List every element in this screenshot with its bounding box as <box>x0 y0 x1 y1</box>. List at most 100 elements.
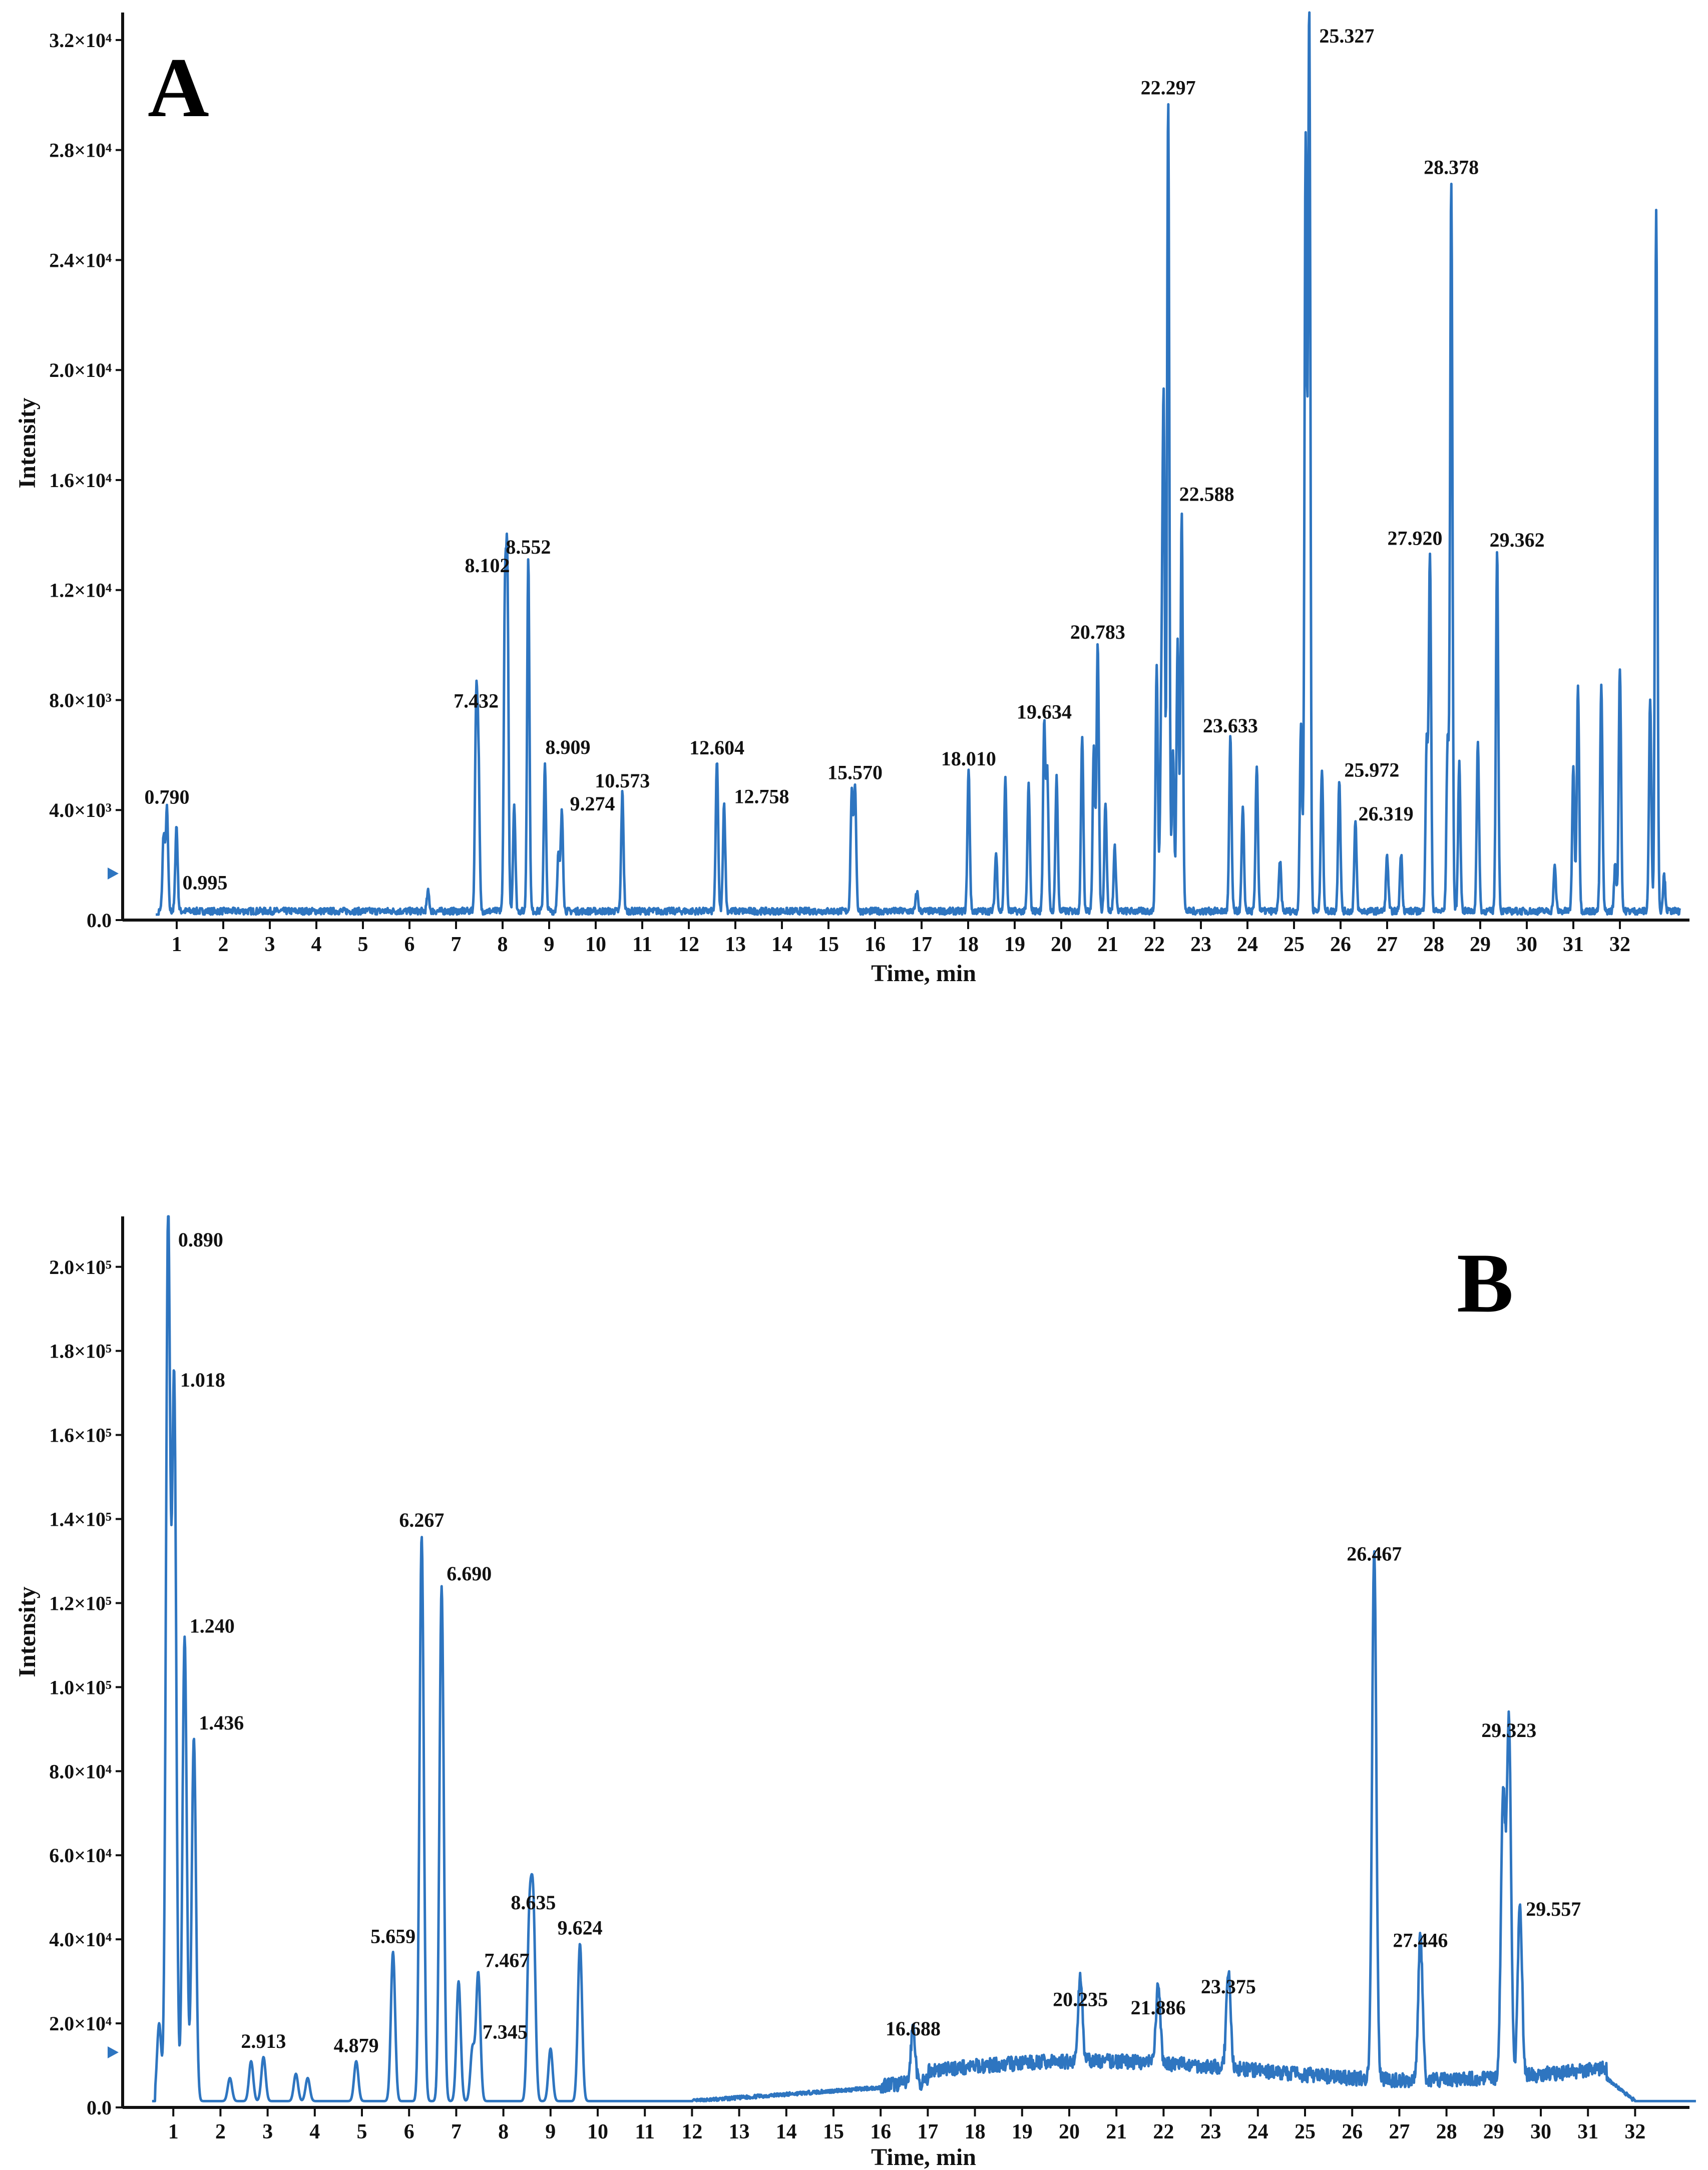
peak-label: 5.659 <box>370 1925 415 1947</box>
x-tick-label: 24 <box>1237 933 1258 956</box>
x-tick-label: 13 <box>729 2120 750 2143</box>
x-tick-label: 6 <box>404 933 415 956</box>
peak-label: 28.378 <box>1424 156 1479 179</box>
peak-label: 23.633 <box>1203 714 1258 737</box>
peak-label: 1.018 <box>180 1369 225 1391</box>
x-tick-label: 20 <box>1051 933 1072 956</box>
peak-label: 9.624 <box>558 1917 603 1939</box>
x-tick-label: 16 <box>870 2120 891 2143</box>
x-tick-label: 14 <box>771 933 792 956</box>
peak-label: 8.909 <box>546 736 591 758</box>
peak-label: 10.573 <box>595 769 650 792</box>
peak-label: 19.634 <box>1017 700 1072 723</box>
x-tick-label: 10 <box>587 2120 608 2143</box>
y-tick-label: 1.0×10⁵ <box>49 1676 112 1698</box>
y-tick-label: 8.0×10³ <box>49 689 112 711</box>
peak-label: 20.783 <box>1070 621 1125 643</box>
x-tick-label: 17 <box>911 933 932 956</box>
x-tick-label: 15 <box>823 2120 844 2143</box>
x-tick-label: 25 <box>1284 933 1305 956</box>
x-tick-label: 12 <box>678 933 699 956</box>
y-tick-label: 6.0×10⁴ <box>49 1844 112 1867</box>
x-tick-label: 20 <box>1059 2120 1080 2143</box>
peak-label: 8.635 <box>511 1891 556 1914</box>
peak-label: 27.446 <box>1393 1929 1448 1952</box>
axis-marker-icon <box>108 867 119 880</box>
peak-label: 26.319 <box>1359 802 1414 825</box>
y-tick-label: 0.0 <box>87 2096 112 2119</box>
x-tick-label: 25 <box>1295 2120 1316 2143</box>
y-tick-label: 1.2×10⁴ <box>49 579 112 602</box>
y-tick-label: 1.2×10⁵ <box>49 1592 112 1614</box>
peak-label: 21.886 <box>1131 1996 1186 2019</box>
peak-label: 8.552 <box>506 536 551 558</box>
peak-label: 16.688 <box>886 2017 941 2040</box>
peak-label: 6.267 <box>399 1509 444 1531</box>
x-tick-label: 12 <box>681 2120 702 2143</box>
panel-b-letter: B <box>1457 1236 1513 1330</box>
panel-a-letter: A <box>148 41 209 135</box>
x-tick-label: 7 <box>451 2120 462 2143</box>
x-tick-label: 6 <box>404 2120 414 2143</box>
x-tick-label: 4 <box>309 2120 320 2143</box>
x-tick-label: 1 <box>172 933 182 956</box>
peak-label: 29.557 <box>1526 1898 1581 1920</box>
peak-label: 1.240 <box>190 1615 235 1637</box>
peak-label: 0.790 <box>144 786 189 808</box>
x-tick-label: 32 <box>1609 933 1630 956</box>
x-tick-label: 22 <box>1144 933 1165 956</box>
x-tick-label: 28 <box>1436 2120 1457 2143</box>
peak-label: 2.913 <box>241 2030 286 2052</box>
x-tick-label: 26 <box>1330 933 1351 956</box>
chart-panel-a: A Intensity Time, min 1 2 3 4 5 6 7 8 9 10 11 12 13 1… <box>14 11 1689 987</box>
peak-label: 15.570 <box>827 761 883 783</box>
x-tick-label: 2 <box>218 933 229 956</box>
panel-a-ylabel: Intensity <box>14 397 41 488</box>
x-tick-label: 19 <box>1004 933 1025 956</box>
peak-label: 1.436 <box>199 1711 244 1734</box>
x-tick-label: 27 <box>1377 933 1398 956</box>
x-tick-label: 28 <box>1423 933 1444 956</box>
panel-b-ylabel: Intensity <box>14 1586 41 1677</box>
x-tick-label: 31 <box>1563 933 1584 956</box>
y-tick-label: 1.6×10⁴ <box>49 469 112 492</box>
peak-label: 6.690 <box>447 1562 492 1585</box>
y-tick-label: 2.8×10⁴ <box>49 139 112 162</box>
panel-b-xlabel: Time, min <box>871 2144 976 2170</box>
peak-label: 22.297 <box>1141 76 1196 99</box>
x-tick-label: 29 <box>1470 933 1491 956</box>
x-tick-label: 23 <box>1200 2120 1221 2143</box>
x-tick-label: 5 <box>358 933 368 956</box>
y-tick-label: 4.0×10⁴ <box>49 1928 112 1951</box>
peak-label: 26.467 <box>1347 1542 1402 1565</box>
y-tick-label: 3.2×10⁴ <box>49 29 112 52</box>
x-tick-label: 11 <box>632 933 652 956</box>
x-tick-label: 32 <box>1624 2120 1645 2143</box>
x-tick-label: 15 <box>818 933 839 956</box>
axis-marker-icon <box>108 2046 119 2058</box>
x-tick-label: 31 <box>1577 2120 1598 2143</box>
x-tick-label: 9 <box>544 933 555 956</box>
x-tick-label: 8 <box>498 933 508 956</box>
peak-label: 7.432 <box>454 689 499 712</box>
x-tick-label: 18 <box>965 2120 986 2143</box>
y-tick-label: 8.0×10⁴ <box>49 1760 112 1783</box>
y-tick-label: 2.0×10⁵ <box>49 1256 112 1278</box>
y-tick-label: 1.6×10⁵ <box>49 1424 112 1447</box>
x-tick-label: 27 <box>1389 2120 1410 2143</box>
y-tick-label: 2.0×10⁴ <box>49 2012 112 2035</box>
x-tick-label: 21 <box>1097 933 1118 956</box>
peak-label: 20.235 <box>1053 1988 1108 2010</box>
x-tick-label: 26 <box>1342 2120 1363 2143</box>
x-tick-label: 17 <box>917 2120 938 2143</box>
x-tick-label: 29 <box>1483 2120 1504 2143</box>
x-tick-label: 1 <box>168 2120 179 2143</box>
x-tick-label: 16 <box>865 933 886 956</box>
y-tick-label: 1.8×10⁵ <box>49 1340 112 1363</box>
x-tick-label: 24 <box>1247 2120 1268 2143</box>
peak-label: 29.323 <box>1481 1719 1536 1742</box>
peak-label: 9.274 <box>570 792 615 815</box>
x-tick-label: 13 <box>725 933 746 956</box>
x-tick-label: 2 <box>215 2120 226 2143</box>
